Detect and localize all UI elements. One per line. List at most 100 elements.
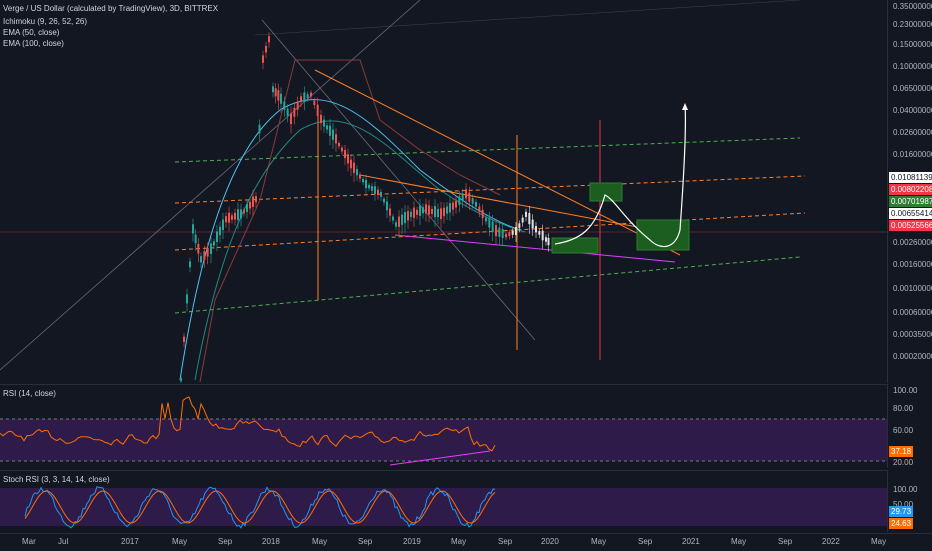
candle-body bbox=[234, 212, 236, 220]
candle-body bbox=[416, 209, 418, 215]
candle-body bbox=[268, 36, 270, 43]
candlestick-series[interactable] bbox=[180, 32, 550, 383]
candle-body bbox=[180, 377, 182, 382]
ema50-legend[interactable]: EMA (50, close) bbox=[3, 28, 60, 37]
target-box-1[interactable] bbox=[589, 182, 623, 202]
candle-body bbox=[471, 198, 474, 204]
price-badge: 0.01081139 bbox=[889, 172, 932, 183]
fib-mid-line[interactable] bbox=[174, 212, 806, 251]
time-tick: 2020 bbox=[541, 537, 559, 546]
chart-title: Verge / US Dollar (calculated by Trading… bbox=[3, 4, 219, 13]
rsi-pane[interactable]: RSI (14, close) bbox=[0, 384, 887, 469]
price-tick: 0.00260000 bbox=[893, 238, 932, 247]
time-tick: May bbox=[871, 537, 887, 546]
channel-top-line[interactable] bbox=[174, 137, 801, 163]
channel-bottom-line[interactable] bbox=[174, 256, 801, 314]
candle-body bbox=[316, 104, 319, 116]
support-line[interactable] bbox=[394, 234, 676, 263]
rsi-tick: 60.00 bbox=[893, 426, 914, 435]
candle-body bbox=[545, 237, 547, 242]
price-tick: 0.00060000 bbox=[893, 308, 932, 317]
candle-body bbox=[296, 101, 299, 110]
candle-body bbox=[465, 189, 467, 199]
stoch-tick: 100.00 bbox=[893, 485, 918, 494]
candle-body bbox=[538, 231, 541, 235]
candle-body bbox=[313, 100, 316, 105]
price-tick: 0.00020000 bbox=[893, 352, 932, 361]
candle-body bbox=[481, 209, 484, 219]
time-tick: Jul bbox=[58, 537, 69, 546]
candle-body bbox=[272, 86, 274, 93]
candle-body bbox=[389, 208, 391, 216]
candle-body bbox=[293, 107, 296, 117]
candle-body bbox=[300, 96, 302, 103]
trend-line-down[interactable] bbox=[261, 19, 536, 341]
candle-body bbox=[446, 206, 448, 214]
candle-body bbox=[222, 219, 224, 230]
main-chart-pane[interactable]: Verge / US Dollar (calculated by Trading… bbox=[0, 0, 887, 383]
triangle-upper-line[interactable] bbox=[314, 69, 681, 256]
candle-body bbox=[290, 113, 292, 125]
candle-body bbox=[240, 209, 242, 219]
stoch-d-line[interactable] bbox=[24, 490, 496, 524]
rsi-divergence-line[interactable] bbox=[389, 450, 491, 466]
candle-body bbox=[225, 216, 227, 223]
candle-body bbox=[243, 209, 245, 214]
candle-body bbox=[265, 45, 267, 53]
stoch-k-badge: 29.73 bbox=[889, 506, 914, 517]
stoch-axis[interactable]: 100.00 50.00 29.73 24.63 bbox=[887, 470, 932, 532]
rsi-axis[interactable]: 100.00 80.00 60.00 20.00 37.18 bbox=[887, 384, 932, 468]
candle-body bbox=[428, 205, 430, 215]
price-tick: 0.01600000 bbox=[893, 150, 932, 159]
price-tick: 0.00035000 bbox=[893, 330, 932, 339]
candle-body bbox=[213, 241, 215, 246]
stoch-label[interactable]: Stoch RSI (3, 3, 14, 14, close) bbox=[3, 475, 110, 484]
stoch-svg[interactable] bbox=[0, 471, 887, 533]
stoch-pane[interactable]: Stoch RSI (3, 3, 14, 14, close) bbox=[0, 470, 887, 533]
candle-body bbox=[478, 206, 481, 213]
price-tick: 0.23000000 bbox=[893, 20, 932, 29]
price-tick: 0.35000000 bbox=[893, 2, 932, 11]
price-tick: 0.06500000 bbox=[893, 84, 932, 93]
candle-body bbox=[498, 227, 501, 237]
stoch-tick: 50.00 bbox=[893, 500, 914, 509]
rsi-svg[interactable] bbox=[0, 385, 887, 469]
candle-body bbox=[347, 154, 349, 164]
candle-body bbox=[332, 129, 334, 140]
ichimoku-span-line bbox=[199, 59, 501, 383]
rsi-tick: 20.00 bbox=[893, 458, 914, 467]
candle-body bbox=[505, 233, 507, 238]
rsi-label[interactable]: RSI (14, close) bbox=[3, 389, 56, 398]
stoch-k-line[interactable] bbox=[24, 486, 496, 529]
triangle-mid-line[interactable] bbox=[359, 174, 681, 236]
candle-body bbox=[422, 207, 424, 214]
candle-body bbox=[186, 294, 188, 304]
price-tick: 0.04000000 bbox=[893, 106, 932, 115]
candle-body bbox=[458, 196, 461, 205]
candle-body bbox=[508, 232, 511, 237]
candle-body bbox=[410, 211, 412, 217]
trend-line-up[interactable] bbox=[0, 0, 421, 371]
ichimoku-legend[interactable]: Ichimoku (9, 26, 52, 26) bbox=[3, 17, 88, 26]
ema100-legend[interactable]: EMA (100, close) bbox=[3, 39, 64, 48]
time-tick: May bbox=[451, 537, 467, 546]
candle-body bbox=[511, 230, 514, 235]
entry-box-1[interactable] bbox=[551, 237, 599, 254]
candle-body bbox=[210, 243, 212, 254]
candle-body bbox=[365, 179, 367, 189]
price-axis[interactable]: 0.35000000 0.23000000 0.15000000 0.10000… bbox=[887, 0, 932, 383]
rsi-band bbox=[0, 419, 887, 461]
candle-body bbox=[437, 208, 439, 218]
candle-body bbox=[183, 336, 185, 343]
rsi-line[interactable] bbox=[0, 396, 496, 452]
rsi-value-badge: 37.18 bbox=[889, 446, 914, 457]
fan-line[interactable] bbox=[254, 0, 801, 36]
candle-body bbox=[485, 217, 487, 222]
time-axis[interactable]: Mar Jul 2017 May Sep 2018 May Sep 2019 M… bbox=[0, 533, 932, 551]
projection-path[interactable] bbox=[554, 104, 686, 248]
candle-body bbox=[206, 247, 209, 257]
ema-100-line bbox=[194, 120, 526, 381]
candle-body bbox=[371, 186, 373, 191]
main-chart-svg[interactable] bbox=[0, 0, 887, 383]
candle-body bbox=[326, 125, 328, 130]
